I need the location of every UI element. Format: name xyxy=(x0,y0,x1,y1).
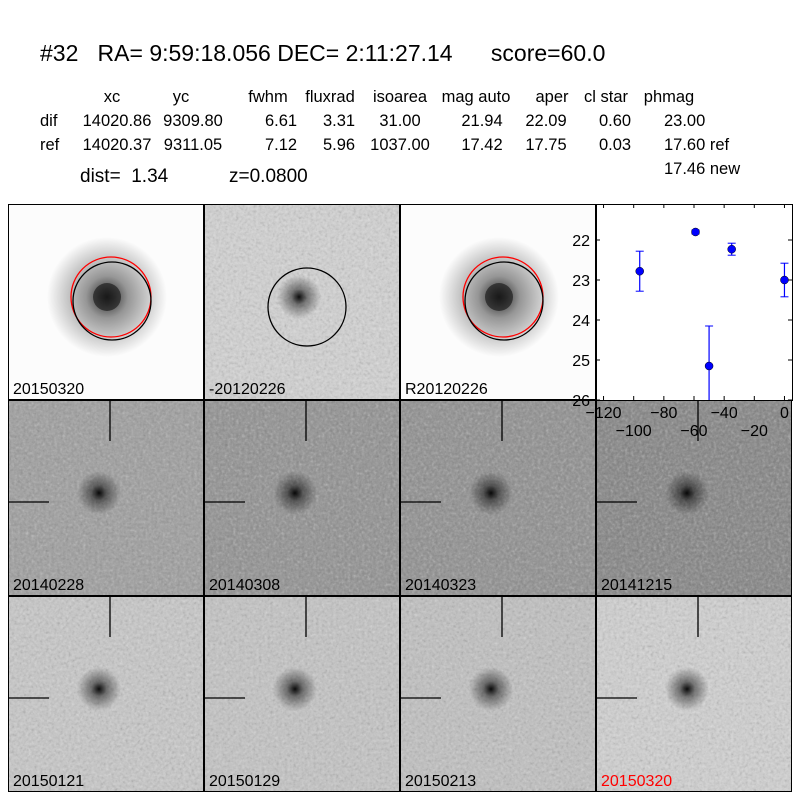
table-cell: 6.61 xyxy=(264,112,298,130)
table-cell: 31.00 xyxy=(379,112,421,130)
stamp-epoch[interactable]: 20141215 xyxy=(596,400,792,596)
table-cell: 1037.00 xyxy=(370,136,430,154)
stamp-diff[interactable]: -20120226 xyxy=(204,204,400,400)
column-header: phmag xyxy=(643,88,695,106)
column-header: yc xyxy=(172,88,190,106)
row-label: ref xyxy=(40,136,60,154)
aperture-circle xyxy=(72,261,152,341)
data-point xyxy=(727,244,736,254)
data-point xyxy=(780,275,789,285)
stamp-date-label: 20150213 xyxy=(405,773,477,790)
column-header: isoarea xyxy=(372,88,428,106)
stamp-date-label: 20150121 xyxy=(13,773,85,790)
table-cell: 23.00 xyxy=(664,112,706,130)
x-tick-label: −60 xyxy=(680,423,707,440)
y-tick-label: 23 xyxy=(572,273,590,290)
data-point xyxy=(691,227,700,237)
column-header: aper xyxy=(535,88,569,106)
x-tick-label: −80 xyxy=(650,405,677,422)
x-tick-label: −120 xyxy=(586,405,622,422)
figure-title: #32 RA= 9:59:18.056 DEC= 2:11:27.14 scor… xyxy=(40,40,606,66)
table-cell: 14020.86 xyxy=(82,112,152,130)
column-header: xc xyxy=(103,88,121,106)
table-cell: 7.12 xyxy=(264,136,298,154)
stamp-date-label: 20140228 xyxy=(13,577,85,594)
new-mag: 17.46 new xyxy=(664,160,741,178)
light-curve-plot: −120−100−80−60−40−20 0 22 23 24 25 26 xyxy=(572,204,793,440)
stamp-epoch[interactable]: 20150129 xyxy=(204,596,400,792)
plot-frame xyxy=(596,204,793,401)
x-tick-label: −20 xyxy=(741,423,768,440)
stamp-epoch[interactable]: 20150213 xyxy=(400,596,596,792)
column-header: fwhm xyxy=(248,88,288,106)
y-tick-label: 22 xyxy=(572,233,590,250)
stamp-date-label: R20120226 xyxy=(405,381,488,398)
table-cell: 14020.37 xyxy=(82,136,152,154)
table-cell: 0.60 xyxy=(598,112,632,130)
y-tick-label: 26 xyxy=(572,393,590,410)
stamp-epoch[interactable]: 20140323 xyxy=(400,400,596,596)
distance: dist= 1.34 xyxy=(80,166,169,187)
y-tick-label: 25 xyxy=(572,353,590,370)
table-cell: 0.03 xyxy=(598,136,632,154)
redshift: z=0.0800 xyxy=(229,166,308,187)
stamp-epoch[interactable]: 20150320 xyxy=(596,596,792,792)
stamp-date-label: 20150129 xyxy=(209,773,281,790)
aperture-circle xyxy=(464,261,544,341)
stamp-ref[interactable]: R20120226 xyxy=(400,204,596,400)
stamp-date-label: -20120226 xyxy=(209,381,286,398)
stamp-epoch[interactable]: 20140308 xyxy=(204,400,400,596)
x-tick-label: −100 xyxy=(616,423,652,440)
stamp-date-label: 20140308 xyxy=(209,577,281,594)
table-cell: 9309.80 xyxy=(163,112,223,130)
aperture-circle xyxy=(267,267,347,347)
table-cell: 17.42 xyxy=(461,136,503,154)
stamp-date-label: 20150320 xyxy=(601,773,673,790)
column-header: mag auto xyxy=(441,88,511,106)
table-cell: 9311.05 xyxy=(163,136,223,154)
data-point xyxy=(635,266,644,276)
row-label: dif xyxy=(40,112,58,130)
stamp-new[interactable]: 20150320 xyxy=(8,204,204,400)
table-cell: 22.09 xyxy=(525,112,567,130)
stamp-epoch[interactable]: 20150121 xyxy=(8,596,204,792)
table-cell: 5.96 xyxy=(322,136,356,154)
column-header: fluxrad xyxy=(305,88,355,106)
stamp-date-label: 20150320 xyxy=(13,381,85,398)
x-tick-label: −40 xyxy=(711,405,738,422)
stamp-date-label: 20140323 xyxy=(405,577,477,594)
table-cell: 3.31 xyxy=(322,112,356,130)
stamp-epoch[interactable]: 20140228 xyxy=(8,400,204,596)
column-header: cl star xyxy=(583,88,629,106)
table-cell: 17.75 xyxy=(525,136,567,154)
x-tick-label: 0 xyxy=(780,405,789,422)
stamp-date-label: 20141215 xyxy=(601,577,673,594)
y-tick-label: 24 xyxy=(572,313,590,330)
table-cell: 17.60 ref xyxy=(664,136,730,154)
table-cell: 21.94 xyxy=(461,112,503,130)
data-point xyxy=(704,361,714,371)
